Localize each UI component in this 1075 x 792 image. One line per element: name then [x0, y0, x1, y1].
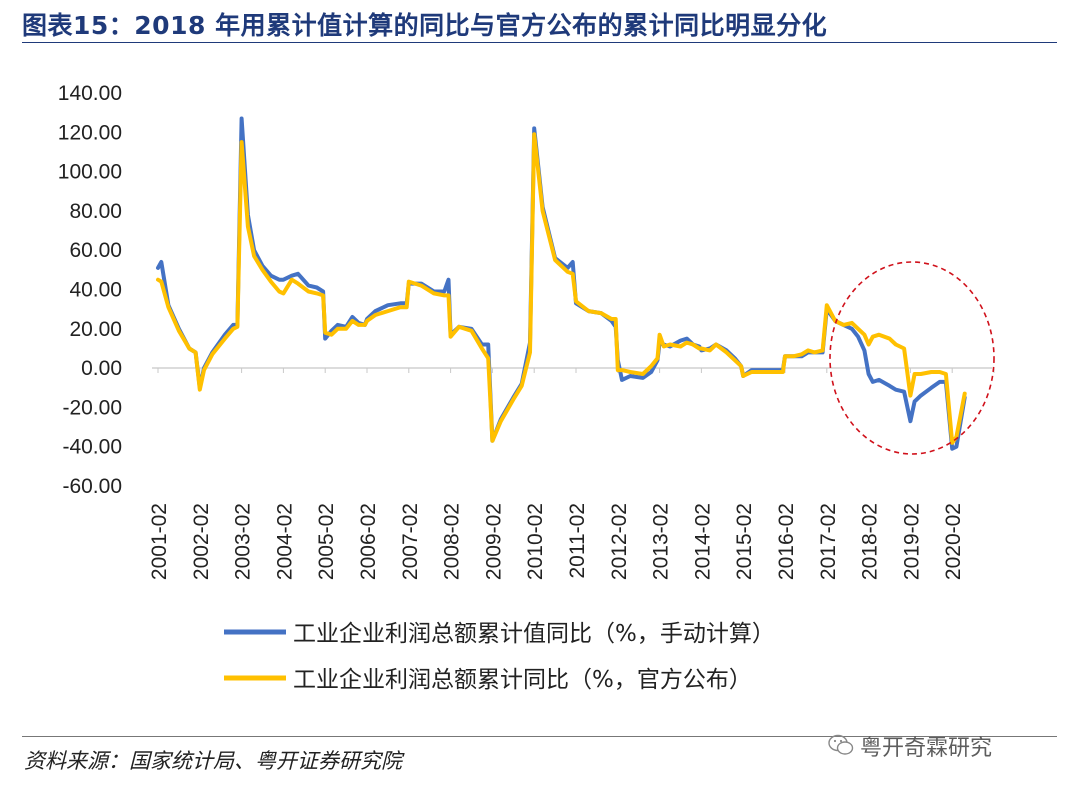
series-line-2	[156, 132, 967, 445]
x-tick-label: 2007-02	[399, 503, 422, 580]
x-tick-label: 2012-02	[608, 503, 631, 580]
chart-title: 图表15：2018 年用累计值计算的同比与官方公布的累计同比明显分化	[22, 11, 828, 40]
x-tick-label: 2005-02	[315, 503, 338, 580]
legend-label-2: 工业企业利润总额累计同比（%，官方公布）	[293, 667, 752, 693]
legend: 工业企业利润总额累计值同比（%，手动计算） 工业企业利润总额累计同比（%，官方公…	[224, 621, 775, 693]
source-note: 资料来源：国家统计局、粤开证券研究院	[24, 749, 402, 773]
x-tick-label: 2013-02	[650, 503, 673, 580]
highlight-ellipse	[829, 261, 995, 455]
y-tick-label: 140.00	[58, 82, 122, 105]
x-tick-label: 2017-02	[817, 503, 840, 580]
y-tick-label: -60.00	[62, 475, 122, 498]
x-tick-label: 2002-02	[190, 503, 213, 580]
x-tick-label: 2004-02	[273, 503, 296, 580]
watermark-text: 粤开奇霖研究	[860, 736, 993, 761]
y-tick-label: -20.00	[62, 396, 122, 419]
series-layer	[156, 116, 967, 451]
y-tick-label: -40.00	[62, 436, 122, 459]
x-tick-label: 2006-02	[357, 503, 380, 580]
y-tick-label: 60.00	[69, 239, 122, 262]
series-line-1	[156, 116, 967, 451]
x-tick-label: 2014-02	[691, 503, 714, 580]
x-tick-label: 2019-02	[900, 503, 923, 580]
y-tick-label: 0.00	[81, 357, 122, 380]
y-tick-label: 20.00	[69, 318, 122, 341]
title-rule	[22, 42, 1057, 43]
x-tick-label: 2009-02	[482, 503, 505, 580]
chart-canvas: 140.00 120.00 100.00 80.00 60.00 40.00 20.00 0.…	[58, 82, 995, 693]
x-tick-label: 2020-02	[942, 503, 965, 580]
x-tick-label: 2015-02	[733, 503, 756, 580]
y-tick-label: 80.00	[69, 200, 122, 223]
x-tick-label: 2001-02	[148, 503, 171, 580]
x-tick-label: 2011-02	[566, 503, 589, 579]
x-tick-label: 2003-02	[232, 503, 255, 580]
x-tick-label: 2008-02	[441, 503, 464, 580]
y-axis: 140.00 120.00 100.00 80.00 60.00 40.00 20.00 0.…	[58, 82, 122, 498]
y-tick-label: 100.00	[58, 161, 122, 184]
x-tick-label: 2010-02	[524, 503, 547, 580]
y-tick-label: 40.00	[69, 279, 122, 302]
source-rule	[22, 736, 1057, 737]
y-tick-label: 120.00	[58, 121, 122, 144]
legend-label-1: 工业企业利润总额累计值同比（%，手动计算）	[293, 621, 775, 647]
x-tick-label: 2018-02	[859, 503, 882, 580]
wechat-icon	[828, 734, 854, 755]
x-tick-label: 2016-02	[775, 503, 798, 580]
x-axis: 2001-02 2002-02 2003-02 2004-02 2005-02 2006-…	[148, 367, 995, 580]
